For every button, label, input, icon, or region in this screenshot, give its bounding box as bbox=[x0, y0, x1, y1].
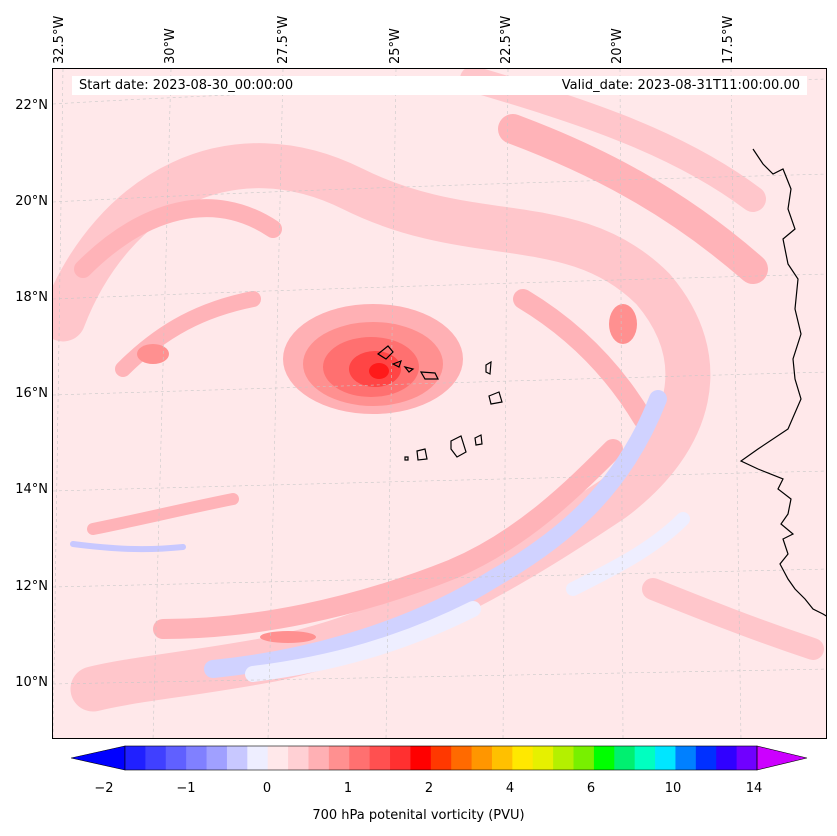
colorbar-tick-label: 6 bbox=[586, 781, 596, 796]
colorbar-swatch bbox=[390, 746, 411, 770]
colorbar-swatch bbox=[491, 746, 513, 770]
lat-label: 16°N bbox=[15, 386, 48, 401]
lat-label: 12°N bbox=[15, 579, 48, 594]
colorbar-tick-label: 4 bbox=[505, 781, 515, 796]
colorbar-swatch bbox=[186, 746, 208, 770]
colorbar-swatch bbox=[328, 746, 350, 770]
colorbar-swatch bbox=[471, 746, 493, 770]
colorbar-swatch bbox=[349, 746, 371, 770]
colorbar-swatch bbox=[593, 746, 615, 770]
lon-label: 32.5°W bbox=[52, 15, 67, 64]
colorbar-swatch bbox=[553, 746, 575, 770]
colorbar-swatch bbox=[308, 746, 330, 770]
lon-label: 20°W bbox=[610, 28, 625, 64]
colorbar-swatch bbox=[736, 746, 758, 770]
colorbar-swatch bbox=[226, 746, 248, 770]
colorbar-tick-label: −2 bbox=[94, 781, 114, 796]
colorbar-tick-label: 2 bbox=[424, 781, 434, 796]
valid-date: Valid_date: 2023-08-31T11:00:00.00 bbox=[561, 78, 800, 93]
colorbar-swatch bbox=[512, 746, 534, 770]
colorbar-swatch bbox=[451, 746, 473, 770]
lat-label: 18°N bbox=[15, 290, 48, 305]
colorbar-swatch bbox=[614, 746, 636, 770]
colorbar-swatch bbox=[410, 746, 432, 770]
colorbar-tick-label: 1 bbox=[343, 781, 353, 796]
lat-label: 22°N bbox=[15, 98, 48, 113]
colorbar-swatch bbox=[634, 746, 656, 770]
pv-contours bbox=[53, 69, 826, 738]
lon-label: 30°W bbox=[163, 28, 178, 64]
lon-label: 22.5°W bbox=[499, 15, 514, 64]
colorbar-swatch bbox=[430, 746, 452, 770]
colorbar-swatch bbox=[655, 746, 676, 770]
colorbar bbox=[71, 745, 808, 771]
lon-label: 27.5°W bbox=[276, 15, 291, 64]
colorbar-swatch bbox=[532, 746, 554, 770]
lat-label: 14°N bbox=[15, 482, 48, 497]
colorbar-tick-label: −1 bbox=[176, 781, 196, 796]
colorbar-frame bbox=[124, 745, 758, 771]
colorbar-tick-label: 14 bbox=[745, 781, 763, 796]
map-panel bbox=[52, 68, 827, 739]
colorbar-swatch bbox=[145, 746, 167, 770]
lat-label: 10°N bbox=[15, 675, 48, 690]
colorbar-swatch bbox=[247, 746, 269, 770]
colorbar-swatch bbox=[573, 746, 595, 770]
colorbar-under-arrow bbox=[71, 745, 126, 771]
colorbar-swatch bbox=[125, 746, 146, 770]
colorbar-swatch bbox=[165, 746, 187, 770]
colorbar-swatch bbox=[675, 746, 697, 770]
colorbar-tick-label: 10 bbox=[664, 781, 682, 796]
colorbar-swatch bbox=[369, 746, 391, 770]
colorbar-label: 700 hPa potenital vorticity (PVU) bbox=[312, 808, 525, 823]
coastline bbox=[739, 148, 826, 617]
lat-label: 20°N bbox=[15, 194, 48, 209]
date-info-bar: Start date: 2023-08-30_00:00:00 Valid_da… bbox=[72, 76, 807, 95]
colorbar-over-arrow bbox=[756, 745, 808, 771]
start-date: Start date: 2023-08-30_00:00:00 bbox=[79, 78, 294, 93]
pv-field bbox=[53, 69, 826, 738]
colorbar-swatch bbox=[288, 746, 309, 770]
lon-label: 17.5°W bbox=[721, 15, 736, 64]
island-outlines bbox=[376, 345, 503, 461]
colorbar-tick-label: 0 bbox=[262, 781, 272, 796]
colorbar-swatch bbox=[206, 746, 228, 770]
colorbar-swatch bbox=[695, 746, 717, 770]
lon-label: 25°W bbox=[388, 28, 403, 64]
colorbar-swatch bbox=[716, 746, 738, 770]
colorbar-swatch bbox=[267, 746, 289, 770]
